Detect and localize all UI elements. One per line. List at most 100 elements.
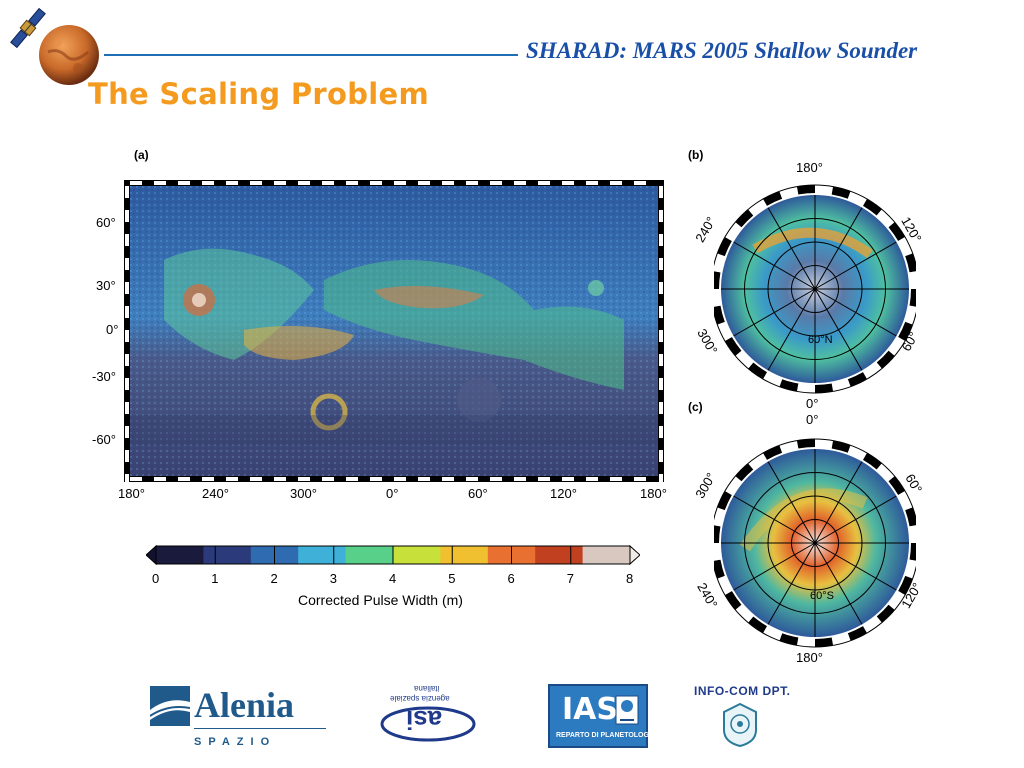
lat-tick-minus-60: -60° [92,432,116,447]
polar-frame-segment [847,372,867,387]
frame-tick [130,181,142,185]
lon-tick-240: 240° [202,486,229,501]
polar-frame-segment [714,271,721,290]
asi-mark: asi [406,705,443,735]
frame-tick [125,402,129,414]
frame-tick [659,330,663,342]
colorbar-tick-label: 7 [566,571,574,586]
ias-caption: REPARTO DI PLANETOLOGIA [556,732,656,739]
frame-tick [125,450,129,462]
panel-b-label: (b) [688,148,704,162]
meridian-line [767,542,816,625]
frame-tick [659,378,663,390]
frame-tick [659,282,663,294]
polar-frame-segment [862,362,882,380]
polar-frame-segment [796,383,816,393]
frame-tick [274,477,286,481]
meridian-line [733,542,816,591]
frame-tick [659,210,663,222]
satellite-icon [10,7,46,49]
polar-frame-segment [724,336,742,356]
lat-tick-30: 30° [96,278,116,293]
lon-tick-180-left: 180° [118,486,145,501]
polar-frame-segment [876,350,895,369]
polar-frame-segment [898,321,913,341]
polar-frame-segment [779,186,799,199]
frame-tick [418,477,430,481]
panel-c-lat-label: 60°S [810,590,834,602]
meridian-line [814,241,897,290]
frame-tick [322,477,334,481]
frame-tick [466,181,478,185]
frame-tick [442,477,454,481]
alenia-name: Alenia [194,685,295,725]
polar-frame-segment [847,626,867,641]
frame-tick [538,477,550,481]
colorbar-segment [582,546,631,564]
colorbar-segment [345,546,394,564]
frame-tick [490,181,502,185]
polar-frame-segment [714,305,725,325]
ias-logo: IAS REPARTO DI PLANETOLOGIA [548,684,656,748]
polar-frame-segment [763,191,783,206]
colorbar-segment [156,546,204,564]
frame-tick [274,181,286,185]
frame-tick [298,181,310,185]
frame-tick [178,181,190,185]
telescope-icon [615,695,639,725]
infocom-seal-icon [723,702,757,748]
north-polar-map [714,184,916,394]
asi-logo: agenzia spaziale italiana asi [378,682,478,746]
frame-tick [125,426,129,438]
frame-tick [538,181,550,185]
frame-tick [586,181,598,185]
polar-frame-segment [763,372,783,387]
polar-frame-segment [876,463,895,482]
lat-tick-minus-30: -30° [92,369,116,384]
frame-tick [346,181,358,185]
lon-tick-0: 0° [386,486,399,501]
frame-tick [346,477,358,481]
header-rule [104,54,518,56]
polar-frame-segment [717,321,732,341]
polar-frame-segment [779,440,799,453]
polar-frame-segment [831,379,851,392]
polar-frame-segment [814,637,834,647]
polar-frame-segment [898,237,913,257]
polar-frame-segment [763,626,783,641]
meridian-line [814,207,863,290]
polar-frame-segment [847,191,867,206]
polar-frame-segment [876,604,895,623]
alenia-sub: SPAZIO [194,736,277,748]
polar-frame-segment [905,559,916,579]
frame-tick [125,354,129,366]
frame-tick [250,477,262,481]
polar-frame-segment [779,633,799,646]
map-frame-ticks [125,181,663,482]
frame-tick [610,477,622,481]
polar-frame-segment [724,222,742,242]
polar-frame-segment [724,590,742,610]
frame-tick [466,477,478,481]
polar-frame-segment [748,452,768,470]
polar-frame-segment [898,575,913,595]
polar-frame-segment [909,271,916,290]
polar-frame-segment [724,476,742,496]
frame-tick [125,330,129,342]
polar-frame-segment [909,542,916,561]
lon-tick-300: 300° [290,486,317,501]
colorbar-tick-label: 1 [211,571,219,586]
polar-frame-segment [763,445,783,460]
frame-tick [125,378,129,390]
meridian-line [767,461,816,544]
frame-tick [418,181,430,185]
south-polar-map [714,438,916,648]
frame-tick [226,181,238,185]
frame-tick [130,477,142,481]
meridian-line [733,241,816,290]
polar-frame-segment [814,439,834,449]
polar-frame-segment [831,633,851,646]
polar-frame-segment [876,209,895,228]
frame-tick [634,477,646,481]
frame-tick [154,181,166,185]
